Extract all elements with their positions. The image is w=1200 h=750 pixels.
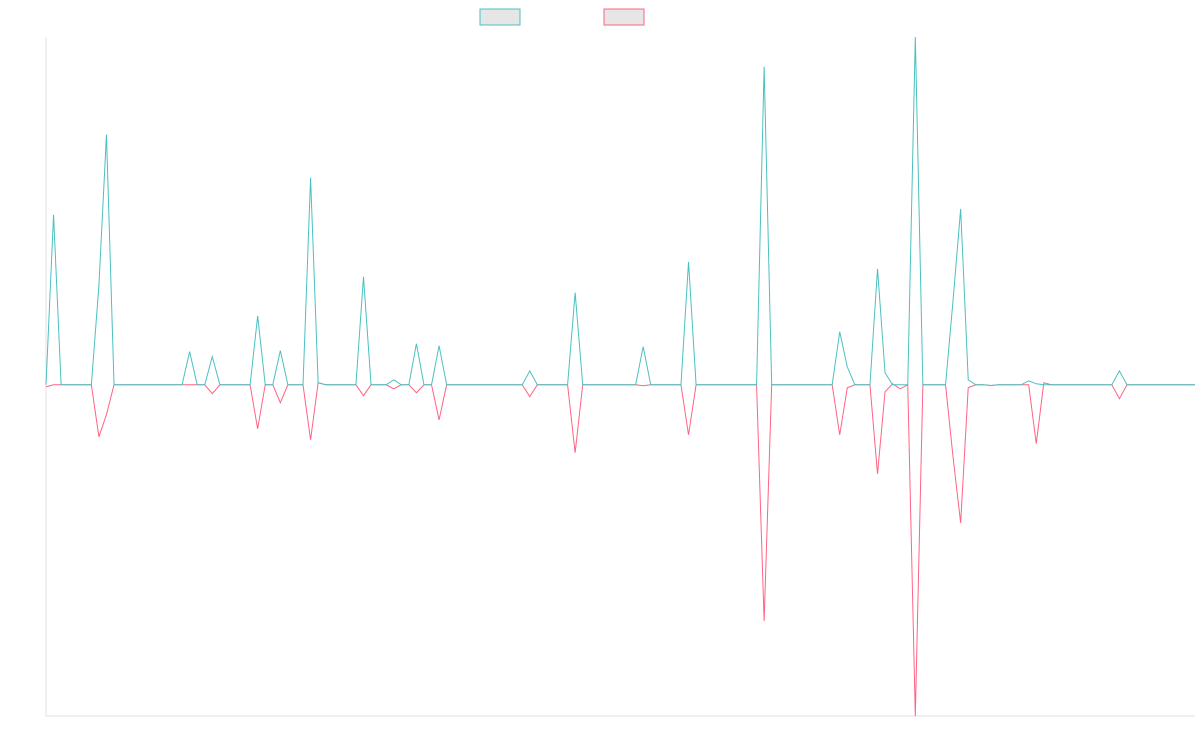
legend-swatch[interactable] <box>603 8 645 26</box>
legend-swatch[interactable] <box>479 8 521 26</box>
data-line <box>45 382 1195 717</box>
data-line <box>45 36 1195 386</box>
